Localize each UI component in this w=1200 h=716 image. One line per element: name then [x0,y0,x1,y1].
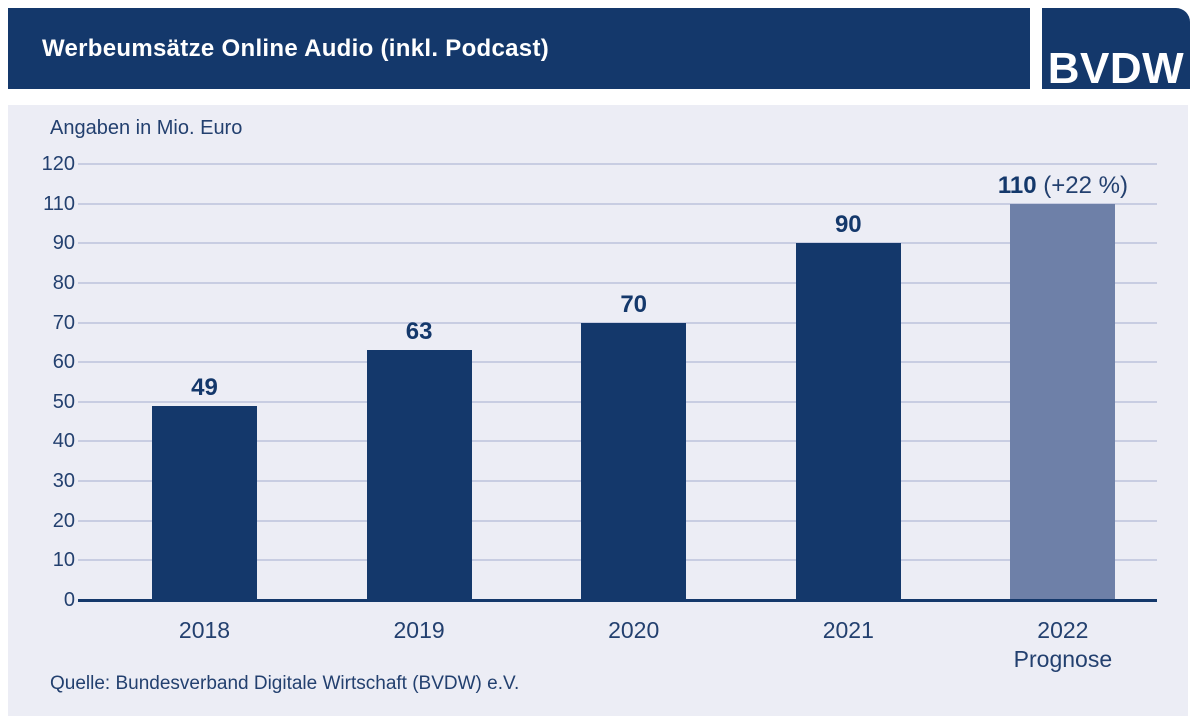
bar [795,243,901,600]
y-axis-tick-label: 50 [52,390,75,413]
bar-value-label: 49 [191,374,218,402]
gridline [78,242,1157,245]
x-axis-label: 2021 [823,616,874,645]
x-axis-label-line: 2022 [1037,617,1089,643]
x-axis-label-line: 2019 [393,617,445,643]
bar [581,322,687,600]
header-bar: Werbeumsätze Online Audio (inkl. Podcast… [8,8,1030,89]
bar [366,350,472,600]
x-axis-baseline [78,599,1157,602]
y-axis-tick-label: 30 [52,470,75,493]
x-axis-label: 2022 Prognose [1014,616,1112,674]
x-axis-label: 2018 [179,616,230,645]
gridline [78,281,1157,284]
bar-value: 49 [191,373,218,401]
y-axis-tick-label: 80 [52,271,75,294]
y-axis-tick-label: 20 [52,509,75,532]
y-axis-tick-label: 90 [52,232,75,255]
page-title: Werbeumsätze Online Audio (inkl. Podcast… [42,34,550,62]
x-axis-label-line: Prognose [1013,646,1113,672]
bar [152,405,257,600]
bar-value: 70 [620,290,648,318]
y-axis-tick-label: 40 [52,430,75,453]
bar-chart: 0 10 20 30 40 50 60 70 80 90 110 120 49 2018 63 2019 70 2… [8,105,1188,716]
y-axis-tick-label: 70 [52,311,75,334]
bvdw-logo: BVDW [1042,8,1190,89]
y-axis-tick-label: 0 [63,589,75,611]
bar-value-label: 90 [835,211,862,239]
bar-value: 90 [834,211,862,239]
x-axis-label: 2020 [608,616,659,645]
x-axis-label-line: 2020 [608,617,660,643]
bar-value-label: 63 [406,318,433,346]
x-axis-label-line: 2021 [822,617,874,643]
y-axis-tick-label: 110 [43,192,75,215]
bvdw-logo-text: BVDW [1047,43,1185,89]
bar-value-label: 70 [620,291,647,319]
chart-panel: Angaben in Mio. Euro 0 10 20 30 40 50 60 70 80 90… [8,105,1188,716]
source-note: Quelle: Bundesverband Digitale Wirtschaf… [50,673,520,694]
gridline [78,163,1157,165]
y-axis-tick-label: 120 [41,153,75,175]
bar-value-suffix: (+22 %) [1036,171,1128,199]
y-axis-tick-label: 60 [52,351,75,374]
y-axis-tick-label: 10 [52,549,75,572]
bar-value-label: 110 (+22 %) [998,172,1128,200]
unit-label: Angaben in Mio. Euro [50,117,243,139]
bar-forecast [1010,203,1116,600]
bar-value: 63 [405,318,433,346]
bar-value: 110 [997,171,1037,199]
x-axis-label: 2019 [394,616,445,645]
gridline [78,202,1157,205]
x-axis-label-line: 2018 [178,617,231,643]
